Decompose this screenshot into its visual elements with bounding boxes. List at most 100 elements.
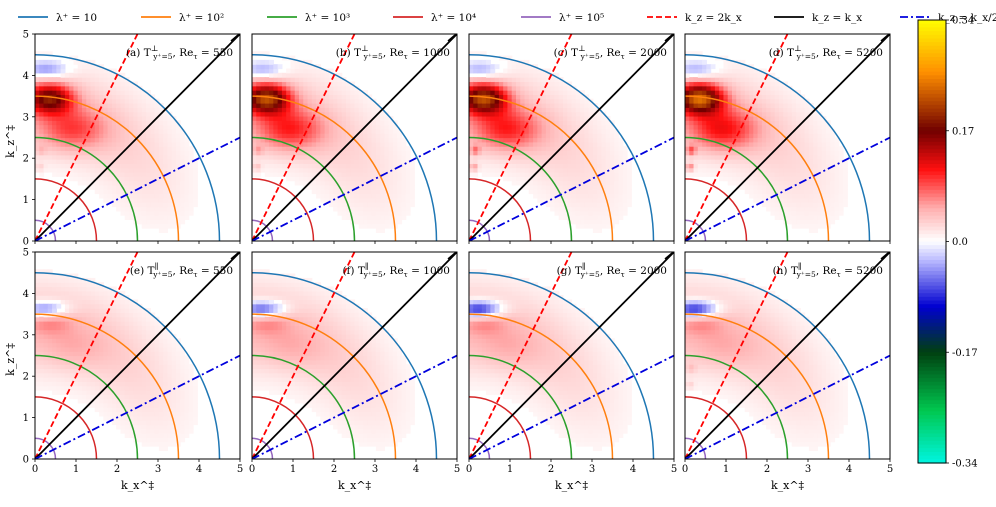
heatmap-cell	[158, 184, 164, 190]
heatmap-cell	[706, 133, 712, 139]
heatmap-cell	[154, 197, 160, 203]
heatmap-cell	[740, 98, 746, 104]
heatmap-cell	[39, 282, 45, 288]
heatmap-cell	[689, 163, 695, 169]
heatmap-cell	[405, 146, 411, 152]
heatmap-cell	[354, 197, 360, 203]
heatmap-cell	[515, 90, 521, 95]
heatmap-cell	[175, 176, 181, 182]
heatmap-cell	[320, 172, 326, 177]
heatmap-cell	[81, 277, 87, 283]
heatmap-cell	[749, 137, 754, 143]
heatmap-cell	[524, 72, 530, 78]
heatmap-cell	[64, 342, 70, 348]
heatmap-cell	[35, 59, 40, 65]
heatmap-cell	[503, 137, 509, 143]
heatmap-cell	[316, 77, 321, 83]
heatmap-cell	[528, 115, 534, 121]
heatmap-cell	[825, 141, 831, 147]
heatmap-cell	[103, 290, 109, 296]
heatmap-cell	[345, 159, 351, 164]
heatmap-cell	[107, 98, 113, 104]
heatmap-cell	[697, 90, 703, 95]
heatmap-cell	[77, 137, 83, 143]
heatmap-cell	[592, 146, 598, 152]
heatmap-cell	[808, 223, 814, 229]
heatmap-cell	[774, 210, 780, 216]
heatmap-cell	[94, 316, 100, 322]
heatmap-cell	[47, 385, 53, 391]
heatmap-cell	[180, 137, 186, 143]
heatmap-cell	[545, 85, 551, 91]
heatmap-cell	[597, 146, 602, 152]
heatmap-cell	[69, 154, 75, 160]
heatmap-cell	[111, 163, 117, 169]
heatmap-cell	[35, 81, 40, 87]
heatmap-cell	[120, 167, 126, 173]
heatmap-cell	[813, 197, 818, 203]
heatmap-cell	[99, 167, 104, 173]
heatmap-cell	[622, 206, 628, 212]
heatmap-cell	[766, 98, 772, 104]
heatmap-cell	[320, 68, 326, 74]
heatmap-cell	[303, 159, 309, 164]
heatmap-cell	[401, 146, 407, 152]
heatmap-cell	[575, 98, 581, 104]
heatmap-cell	[69, 303, 75, 309]
heatmap-cell	[588, 180, 594, 186]
heatmap-cell	[307, 150, 313, 156]
heatmap-cell	[804, 176, 810, 182]
heatmap-cell	[81, 372, 87, 378]
heatmap-cell	[584, 180, 590, 186]
heatmap-cell	[107, 377, 113, 382]
heatmap-cell	[158, 189, 164, 195]
heatmap-cell	[693, 133, 699, 139]
heatmap-cell	[316, 98, 321, 104]
heatmap-cell	[397, 193, 403, 199]
heatmap-cell	[796, 223, 801, 229]
heatmap-cell	[180, 141, 186, 147]
heatmap-cell	[766, 111, 772, 117]
heatmap-cell	[150, 133, 156, 139]
heatmap-cell	[52, 81, 57, 87]
heatmap-cell	[47, 333, 53, 339]
heatmap-cell	[609, 150, 615, 156]
heatmap-cell	[571, 98, 577, 104]
heatmap-cell	[384, 184, 390, 190]
heatmap-cell	[693, 120, 699, 126]
heatmap-cell	[116, 98, 122, 104]
heatmap-cell	[791, 219, 797, 225]
heatmap-cell	[333, 94, 339, 100]
heatmap-cell	[375, 215, 381, 221]
heatmap-cell	[618, 141, 624, 147]
heatmap-cell	[838, 176, 844, 182]
heatmap-cell	[350, 176, 356, 182]
heatmap-cell	[375, 107, 381, 113]
heatmap-cell	[550, 98, 556, 104]
heatmap-cell	[324, 180, 330, 186]
heatmap-cell	[146, 154, 151, 160]
heatmap-cell	[281, 81, 287, 87]
heatmap-cell	[384, 219, 390, 225]
heatmap-cell	[73, 394, 79, 400]
heatmap-cell	[43, 98, 49, 104]
heatmap-cell	[697, 111, 703, 117]
heatmap-cell	[736, 154, 742, 160]
heatmap-cell	[550, 133, 556, 139]
heatmap-cell	[350, 210, 356, 216]
heatmap-cell	[43, 150, 49, 156]
heatmap-cell	[77, 111, 83, 117]
heatmap-cell	[550, 81, 556, 87]
heatmap-cell	[710, 85, 716, 91]
heatmap-cell	[286, 111, 292, 117]
heatmap-cell	[298, 150, 304, 156]
heatmap-cell	[843, 180, 848, 186]
heatmap-cell	[524, 81, 530, 87]
heatmap-cell	[43, 277, 49, 283]
heatmap-cell	[320, 124, 326, 130]
heatmap-cell	[35, 277, 40, 283]
heatmap-cell	[128, 103, 134, 108]
heatmap-cell	[749, 193, 754, 199]
heatmap-cell	[800, 133, 806, 139]
heatmap-cell	[770, 197, 776, 203]
